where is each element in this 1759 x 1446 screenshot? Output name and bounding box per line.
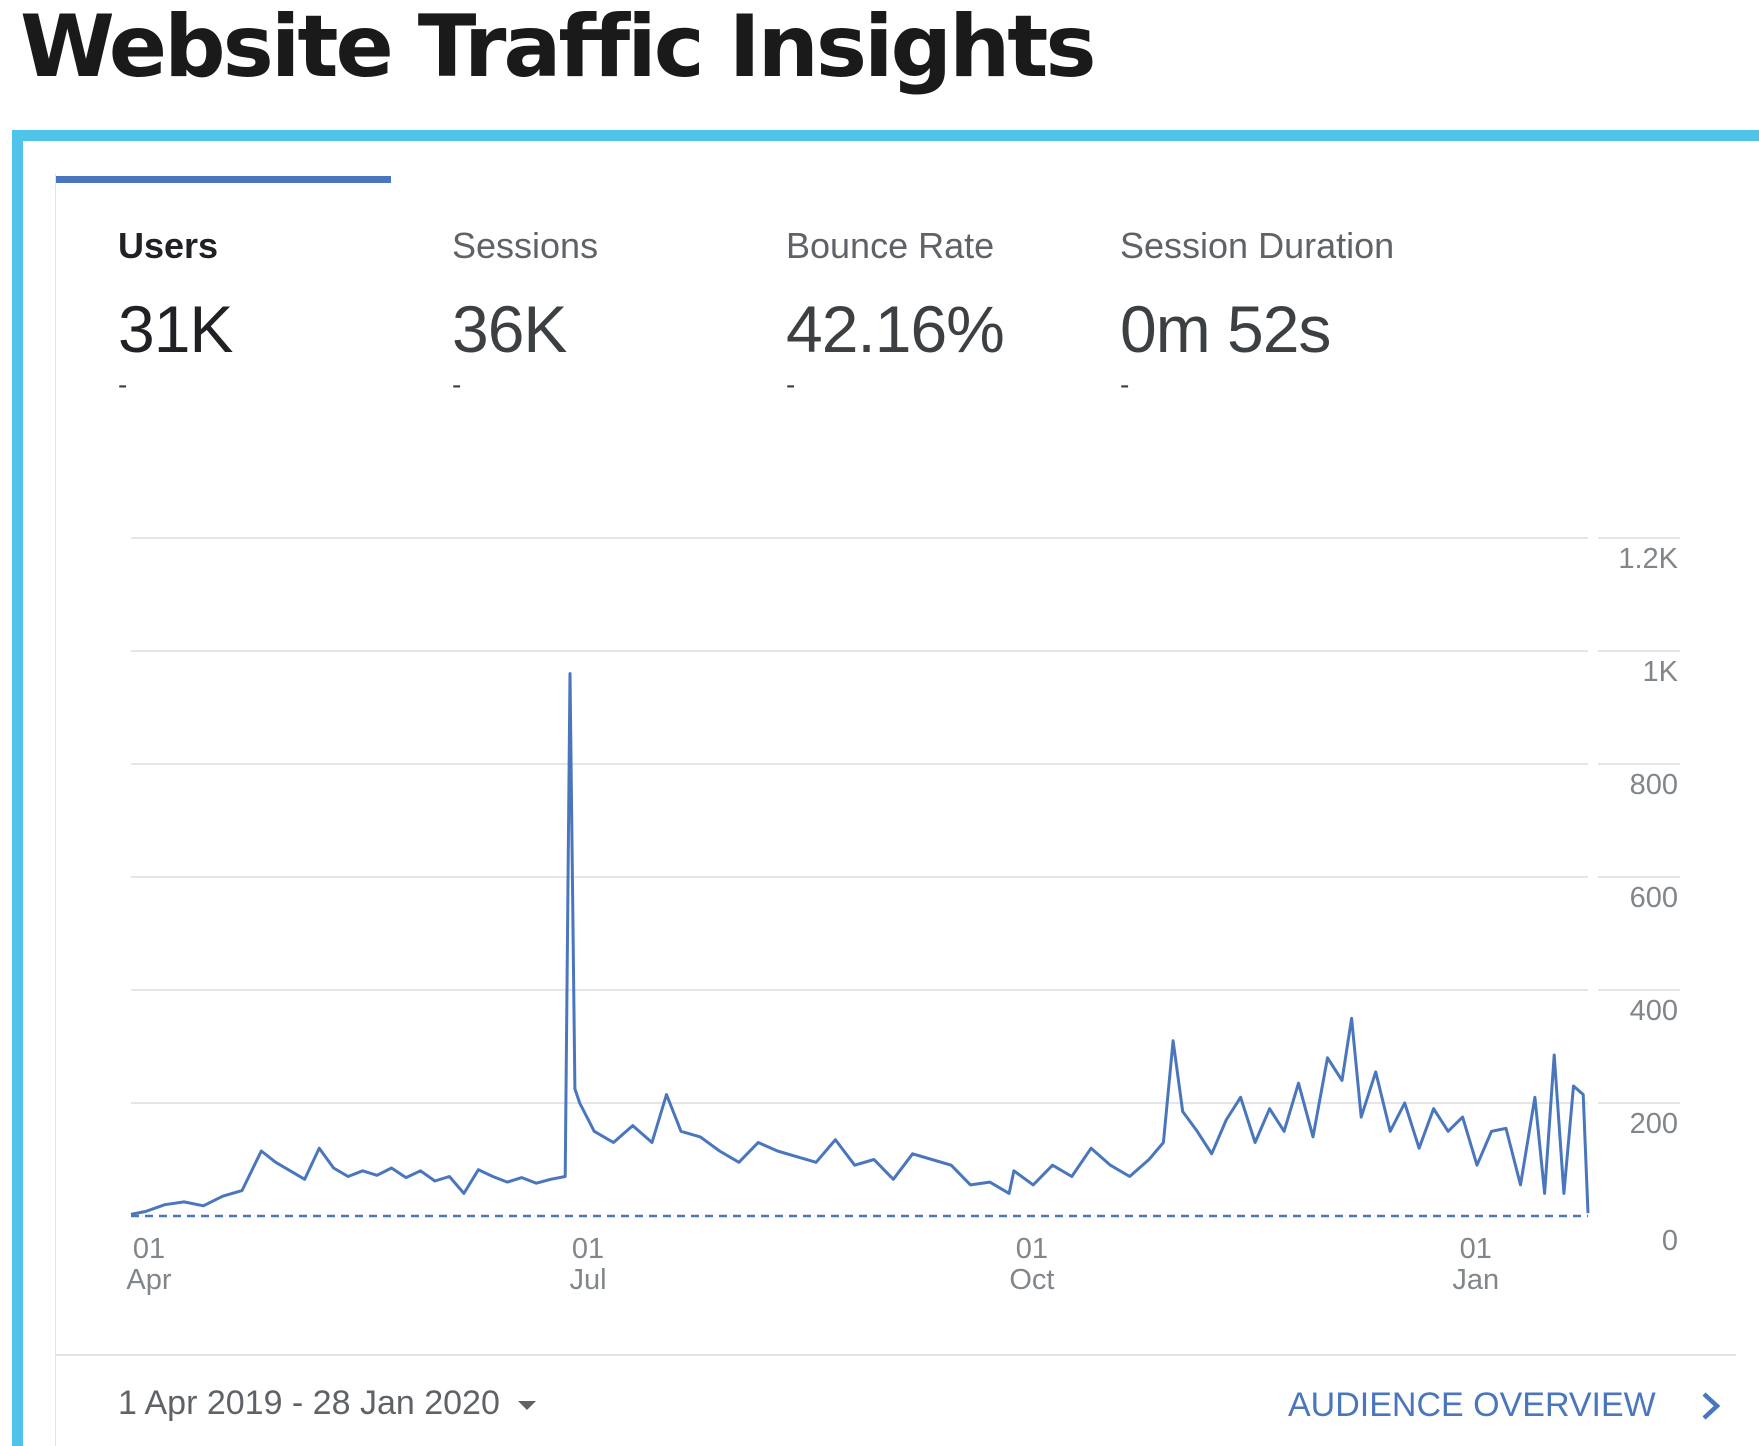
- x-tick-day-label: 01: [572, 1233, 604, 1265]
- caret-down-icon: [517, 1401, 536, 1410]
- analytics-card: [55, 174, 1759, 1446]
- x-tick-day-label: 01: [133, 1233, 165, 1265]
- y-tick-label: 1K: [1643, 656, 1679, 688]
- y-tick-label: 400: [1630, 995, 1678, 1027]
- x-tick-month-label: Jan: [1452, 1264, 1499, 1296]
- y-tick-label: 200: [1630, 1108, 1678, 1140]
- metric-value: 0m 52s: [1120, 292, 1331, 366]
- y-tick-label: 600: [1630, 882, 1678, 914]
- active-tab-indicator: [56, 176, 391, 183]
- series-line-users: [130, 672, 1590, 1216]
- metric-value: 36K: [452, 292, 567, 366]
- frame-top-border: [12, 130, 1759, 141]
- x-tick-month-label: Oct: [1009, 1264, 1054, 1296]
- metric-label: Sessions: [452, 225, 599, 266]
- metric-label: Session Duration: [1120, 225, 1395, 266]
- date-range-selector[interactable]: 1 Apr 2019 - 28 Jan 2020: [118, 1384, 536, 1423]
- y-tick-label: 800: [1630, 769, 1678, 801]
- frame-left-border: [12, 130, 23, 1446]
- y-tick-label: 1.2K: [1618, 543, 1678, 575]
- y-tick-label: 0: [1662, 1225, 1678, 1257]
- metric-change: -: [1120, 369, 1130, 400]
- x-tick-month-label: Apr: [126, 1264, 171, 1296]
- metric-label: Users: [118, 225, 219, 266]
- metric-tab-bounce-rate[interactable]: Bounce Rate 42.16% -: [786, 225, 1106, 401]
- metric-tab-session-duration[interactable]: Session Duration 0m 52s -: [1120, 225, 1440, 401]
- audience-overview-label: AUDIENCE OVERVIEW: [1288, 1386, 1656, 1424]
- footer-divider: [56, 1354, 1736, 1356]
- metric-change: -: [118, 369, 128, 400]
- metric-tab-users[interactable]: Users 31K -: [118, 225, 438, 401]
- metric-value: 42.16%: [786, 292, 1005, 366]
- date-range-label: 1 Apr 2019 - 28 Jan 2020: [118, 1384, 500, 1422]
- metric-tab-sessions[interactable]: Sessions 36K -: [452, 225, 772, 401]
- metric-change: -: [452, 369, 462, 400]
- page-title: Website Traffic Insights: [20, 0, 1097, 97]
- audience-overview-link[interactable]: AUDIENCE OVERVIEW: [1288, 1386, 1726, 1425]
- chevron-right-icon: [1702, 1391, 1721, 1420]
- x-tick-day-label: 01: [1460, 1233, 1492, 1265]
- metric-value: 31K: [118, 292, 233, 366]
- metric-change: -: [786, 369, 796, 400]
- x-tick-month-label: Jul: [569, 1264, 606, 1296]
- metric-label: Bounce Rate: [786, 225, 995, 266]
- x-tick-day-label: 01: [1016, 1233, 1048, 1265]
